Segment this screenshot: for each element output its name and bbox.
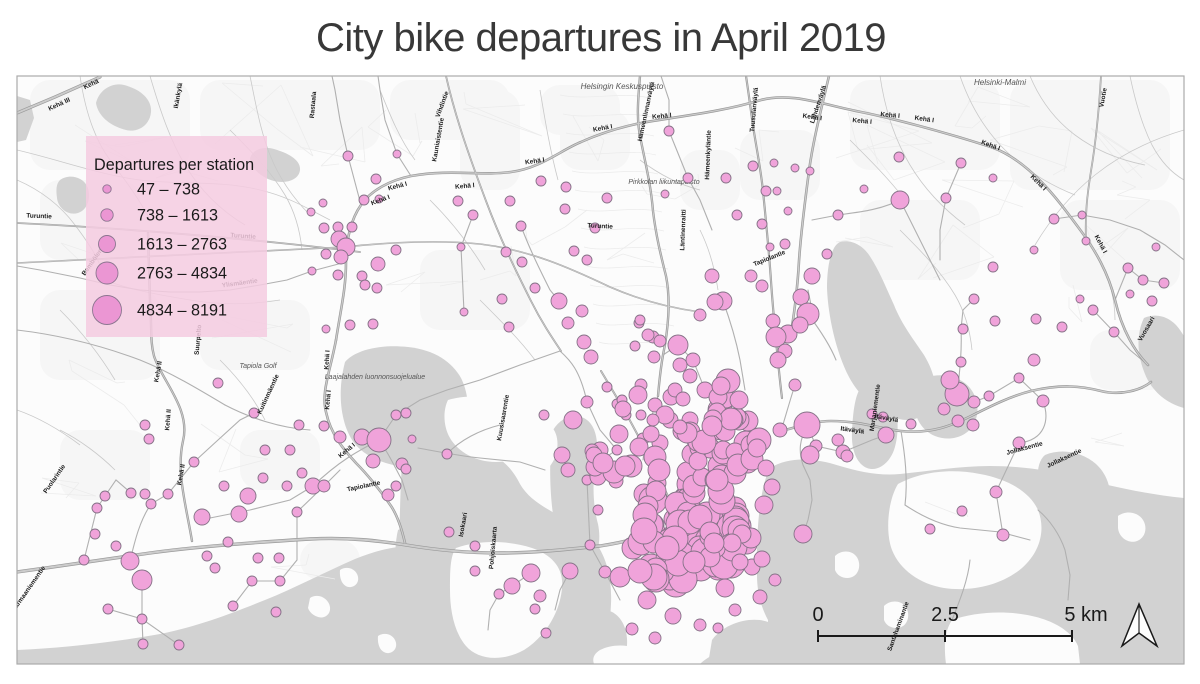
svg-text:4834 – 8191: 4834 – 8191 [137, 302, 227, 320]
svg-text:Itäväylä: Itäväylä [840, 425, 865, 435]
svg-text:Kehä I: Kehä I [852, 117, 872, 126]
svg-text:Kehä I: Kehä I [323, 350, 331, 370]
svg-text:Pirkkolan liikuntapuisto: Pirkkolan liikuntapuisto [628, 179, 699, 186]
svg-text:Kehä II: Kehä II [153, 360, 164, 382]
svg-text:2.5: 2.5 [931, 604, 959, 626]
svg-text:Turuntie: Turuntie [587, 222, 613, 230]
svg-text:Laajalahden luonnonsuojelualue: Laajalahden luonnonsuojelualue [325, 374, 426, 381]
svg-text:Isokaari: Isokaari [458, 512, 469, 538]
svg-text:738 – 1613: 738 – 1613 [137, 207, 218, 225]
svg-text:Ikänkylä: Ikänkylä [173, 82, 184, 109]
svg-text:Kehä I: Kehä I [880, 111, 900, 120]
svg-text:Kehä I: Kehä I [652, 112, 672, 121]
svg-text:Turuntie: Turuntie [26, 213, 52, 221]
svg-text:1613 – 2763: 1613 – 2763 [137, 236, 227, 254]
svg-text:Suurpelto: Suurpelto [194, 324, 204, 355]
svg-text:Itäväylä: Itäväylä [874, 413, 899, 424]
svg-text:Helsinki-Malmi: Helsinki-Malmi [974, 78, 1026, 87]
svg-text:Tapiola Golf: Tapiola Golf [239, 363, 277, 370]
svg-text:Rastaala: Rastaala [309, 91, 318, 119]
svg-text:Kehä I: Kehä I [387, 181, 408, 193]
svg-text:Helsingin Keskuspuisto: Helsingin Keskuspuisto [581, 82, 664, 91]
svg-text:Kehä I: Kehä I [525, 157, 545, 167]
svg-text:Vuotie: Vuotie [1098, 87, 1108, 108]
svg-text:Kehä I: Kehä I [593, 123, 614, 133]
svg-text:Departures per station: Departures per station [94, 156, 254, 174]
svg-text:Tuusulanväylä: Tuusulanväylä [749, 87, 760, 132]
svg-text:Pohjoiskaarta: Pohjoiskaarta [488, 526, 499, 569]
svg-text:Hämeenkyläntie: Hämeenkyläntie [704, 130, 713, 180]
svg-text:Kehä I: Kehä I [324, 390, 333, 410]
svg-text:0: 0 [812, 604, 823, 626]
svg-text:47 – 738: 47 – 738 [137, 181, 200, 199]
svg-text:City bike departures in April: City bike departures in April 2019 [316, 16, 886, 60]
svg-text:2763 – 4834: 2763 – 4834 [137, 265, 227, 283]
svg-text:Kehä I: Kehä I [914, 115, 934, 125]
svg-text:Läntinenraitti: Läntinenraitti [679, 209, 687, 251]
svg-text:Kehä II: Kehä II [164, 409, 173, 431]
svg-text:Kehä I: Kehä I [802, 113, 822, 123]
svg-text:Kehä I: Kehä I [455, 182, 475, 191]
svg-text:5 km: 5 km [1064, 604, 1107, 626]
svg-text:Kehä II: Kehä II [176, 463, 187, 485]
